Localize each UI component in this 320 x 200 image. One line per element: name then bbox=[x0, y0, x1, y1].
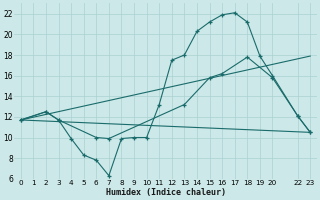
X-axis label: Humidex (Indice chaleur): Humidex (Indice chaleur) bbox=[106, 188, 226, 197]
